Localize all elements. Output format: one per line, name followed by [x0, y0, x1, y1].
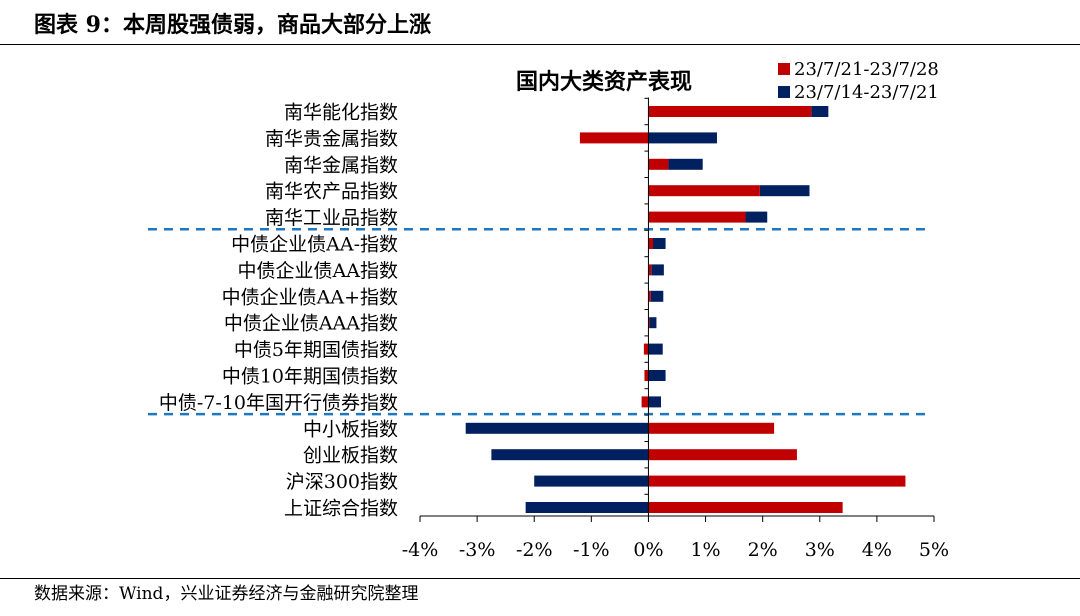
x-tick-label: 2% — [748, 539, 778, 561]
category-label: 南华能化指数 — [284, 102, 398, 124]
bar-previous-week — [648, 343, 663, 355]
bar-previous-week — [534, 475, 649, 487]
chart-title: 国内大类资产表现 — [516, 69, 692, 95]
legend-swatch — [778, 63, 790, 75]
category-label: 南华金属指数 — [284, 154, 398, 176]
x-tick-label: -4% — [402, 539, 439, 561]
bar-previous-week — [650, 290, 664, 302]
category-label: 南华工业品指数 — [265, 207, 398, 229]
category-label: 中小板指数 — [303, 418, 398, 440]
axes: -4% -3% -2% -1% 0% 1% 2% 3% 4% 5% — [402, 97, 949, 561]
bar-current-week — [648, 449, 797, 461]
bar-previous-week — [465, 422, 649, 434]
group-dividers — [148, 228, 928, 416]
x-tick-label: 4% — [862, 539, 892, 561]
bar-previous-week — [651, 264, 664, 276]
bar-current-week — [648, 211, 746, 223]
legend-label: 23/7/14-23/7/21 — [794, 82, 939, 103]
figure-caption: 图表 9：本周股强债弱，商品大部分上涨 — [34, 12, 431, 38]
x-tick-label: 5% — [919, 539, 949, 561]
category-label: 中债-7-10年国开行债券指数 — [159, 392, 398, 414]
bar-previous-week — [653, 238, 666, 249]
category-label: 中债企业债AAA指数 — [224, 313, 398, 335]
bar-current-week — [648, 317, 650, 329]
bar-current-week — [641, 396, 649, 408]
bar-previous-week — [649, 317, 657, 329]
category-label: 上证综合指数 — [284, 498, 398, 520]
bar-current-week — [648, 422, 775, 434]
category-labels: 南华能化指数南华贵金属指数南华金属指数南华农产品指数南华工业品指数中债企业债AA… — [159, 102, 398, 520]
x-tick-label: 0% — [633, 539, 663, 561]
legend-label: 23/7/21-23/7/28 — [794, 59, 939, 80]
x-tick-label: 3% — [805, 539, 835, 561]
x-tick-label: -2% — [516, 539, 553, 561]
x-tick-label: -3% — [459, 539, 496, 561]
bar-previous-week — [648, 396, 662, 408]
category-label: 中债10年期国债指数 — [222, 366, 398, 388]
bar-current-week — [648, 185, 760, 197]
bar-current-week — [648, 264, 652, 276]
source-note: 数据来源：Wind，兴业证券经济与金融研究院整理 — [34, 584, 419, 604]
bar-chart: 国内大类资产表现 23/7/21-23/7/2823/7/14-23/7/21 … — [148, 59, 949, 561]
bar-previous-week — [668, 158, 703, 170]
bars — [465, 106, 906, 513]
top-divider — [0, 44, 1080, 45]
bar-current-week — [643, 343, 649, 355]
x-tick-label: 1% — [690, 539, 720, 561]
bar-previous-week — [759, 185, 810, 197]
category-label: 创业板指数 — [303, 445, 398, 467]
bar-previous-week — [648, 370, 666, 381]
category-label: 南华农产品指数 — [265, 181, 398, 203]
bar-previous-week — [525, 502, 649, 513]
bar-previous-week — [648, 132, 717, 144]
bottom-divider — [0, 578, 1080, 579]
category-label: 南华贵金属指数 — [265, 128, 398, 150]
bar-current-week — [648, 238, 654, 249]
bar-previous-week — [745, 211, 768, 223]
category-label: 中债企业债AA指数 — [238, 260, 398, 282]
bar-current-week — [644, 370, 649, 381]
category-label: 中债5年期国债指数 — [234, 339, 398, 361]
bar-previous-week — [491, 449, 649, 461]
bar-current-week — [648, 106, 812, 117]
bar-current-week — [648, 502, 843, 513]
legend-swatch — [778, 86, 790, 98]
category-label: 中债企业债AA+指数 — [222, 286, 398, 308]
category-label: 中债企业债AA-指数 — [231, 234, 398, 256]
bar-current-week — [648, 475, 906, 487]
bar-current-week — [579, 132, 649, 144]
category-label: 沪深300指数 — [286, 471, 398, 493]
x-tick-label: -1% — [573, 539, 610, 561]
bar-previous-week — [811, 106, 829, 117]
bar-current-week — [648, 158, 669, 170]
bar-current-week — [648, 290, 651, 302]
